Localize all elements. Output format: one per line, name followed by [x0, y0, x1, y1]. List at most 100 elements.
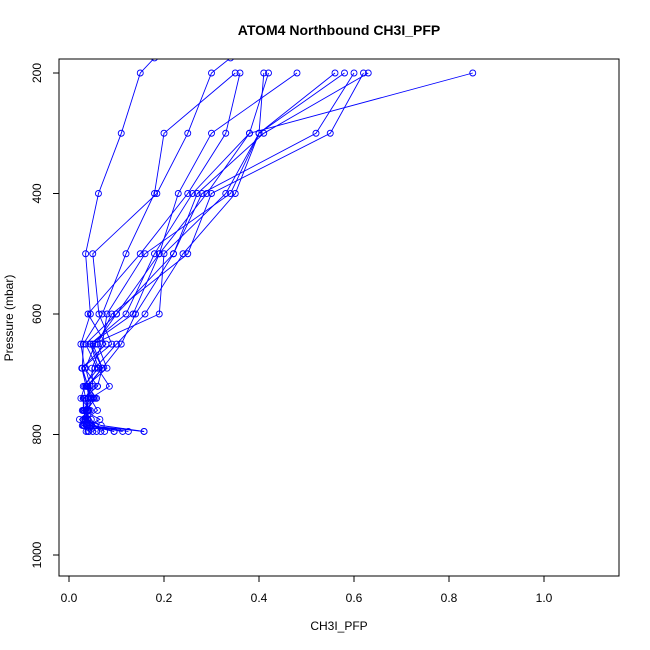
data-point [122, 250, 130, 258]
data-point [79, 422, 87, 429]
data-point [170, 250, 177, 258]
data-point [326, 129, 334, 137]
data-point [124, 428, 132, 435]
y-axis: 200 400 600 800 1000 [30, 63, 60, 568]
x-axis: 0.0 0.2 0.4 0.6 0.8 1.0 [61, 575, 553, 605]
data-point [151, 59, 158, 62]
data-point [153, 190, 161, 197]
y-tick-label: 600 [30, 304, 44, 324]
y-tick-label: 400 [30, 183, 44, 203]
data-point [160, 250, 168, 258]
data-point [141, 310, 149, 318]
data-point [82, 250, 90, 258]
data-point [227, 59, 234, 62]
data-point [101, 428, 109, 435]
data-point [102, 340, 110, 348]
data-point [89, 382, 97, 390]
data-point [84, 310, 92, 318]
data-point [246, 129, 253, 137]
data-point [179, 250, 187, 258]
data-point [160, 129, 168, 137]
data-point [360, 69, 367, 77]
x-tick-label: 1.0 [536, 591, 553, 605]
data-point [88, 394, 96, 402]
data-point [113, 310, 120, 318]
data-point [129, 310, 137, 318]
data-point [184, 190, 192, 197]
data-point [122, 310, 130, 318]
data-point [184, 129, 192, 137]
data-point [155, 250, 163, 258]
data-point [155, 310, 163, 318]
data-point [350, 69, 358, 77]
data-point [469, 69, 477, 77]
data-point [117, 340, 125, 348]
data-point [331, 69, 339, 77]
data-point [151, 250, 158, 258]
data-point [103, 364, 111, 372]
data-point [89, 340, 97, 348]
data-point [94, 382, 101, 390]
data-point [105, 382, 113, 390]
x-tick-label: 0.0 [61, 591, 78, 605]
y-axis-title: Pressure (mbar) [2, 275, 16, 362]
data-point [141, 250, 149, 258]
data-point [231, 69, 239, 77]
data-point [103, 310, 111, 318]
data-point [227, 190, 234, 197]
data-point [89, 428, 97, 435]
data-point [136, 250, 144, 258]
y-tick-label: 200 [30, 63, 44, 83]
series-layer [75, 59, 477, 435]
data-point [364, 69, 372, 77]
data-point [151, 190, 158, 197]
data-point [108, 310, 116, 318]
data-point [77, 340, 85, 348]
data-point [89, 250, 97, 258]
y-tick-label: 1000 [30, 541, 44, 568]
x-tick-label: 0.8 [441, 591, 458, 605]
series-line [85, 72, 355, 432]
y-tick-label: 800 [30, 424, 44, 444]
data-point [198, 190, 206, 197]
data-point [84, 406, 92, 414]
data-point [117, 129, 125, 137]
data-point [312, 129, 320, 137]
x-tick-label: 0.6 [346, 591, 363, 605]
data-point [136, 69, 144, 77]
data-point [88, 364, 96, 372]
data-point [93, 428, 101, 435]
data-point [94, 190, 102, 197]
series-line [82, 72, 345, 432]
data-point [94, 340, 101, 348]
data-point [86, 340, 94, 348]
data-point [174, 190, 182, 197]
data-point [260, 69, 268, 77]
data-point [98, 310, 106, 318]
x-axis-title: CH3I_PFP [310, 619, 367, 633]
data-point [184, 250, 192, 258]
data-point [140, 428, 148, 435]
data-point [341, 69, 348, 77]
data-point [82, 415, 90, 423]
x-tick-label: 0.4 [251, 591, 268, 605]
data-point [81, 382, 89, 390]
data-point [231, 190, 239, 197]
data-point [79, 340, 87, 348]
series-13 [79, 69, 348, 435]
series-line [82, 72, 364, 432]
data-point [98, 364, 106, 372]
data-point [189, 190, 196, 197]
data-point [293, 69, 301, 77]
data-point [208, 129, 215, 137]
data-point [77, 394, 85, 402]
data-point [81, 394, 89, 402]
data-point [222, 129, 230, 137]
data-point [110, 428, 118, 435]
data-point [208, 69, 215, 77]
data-point [265, 69, 272, 77]
data-point [113, 340, 120, 348]
data-point [98, 340, 106, 348]
data-point [82, 428, 90, 435]
